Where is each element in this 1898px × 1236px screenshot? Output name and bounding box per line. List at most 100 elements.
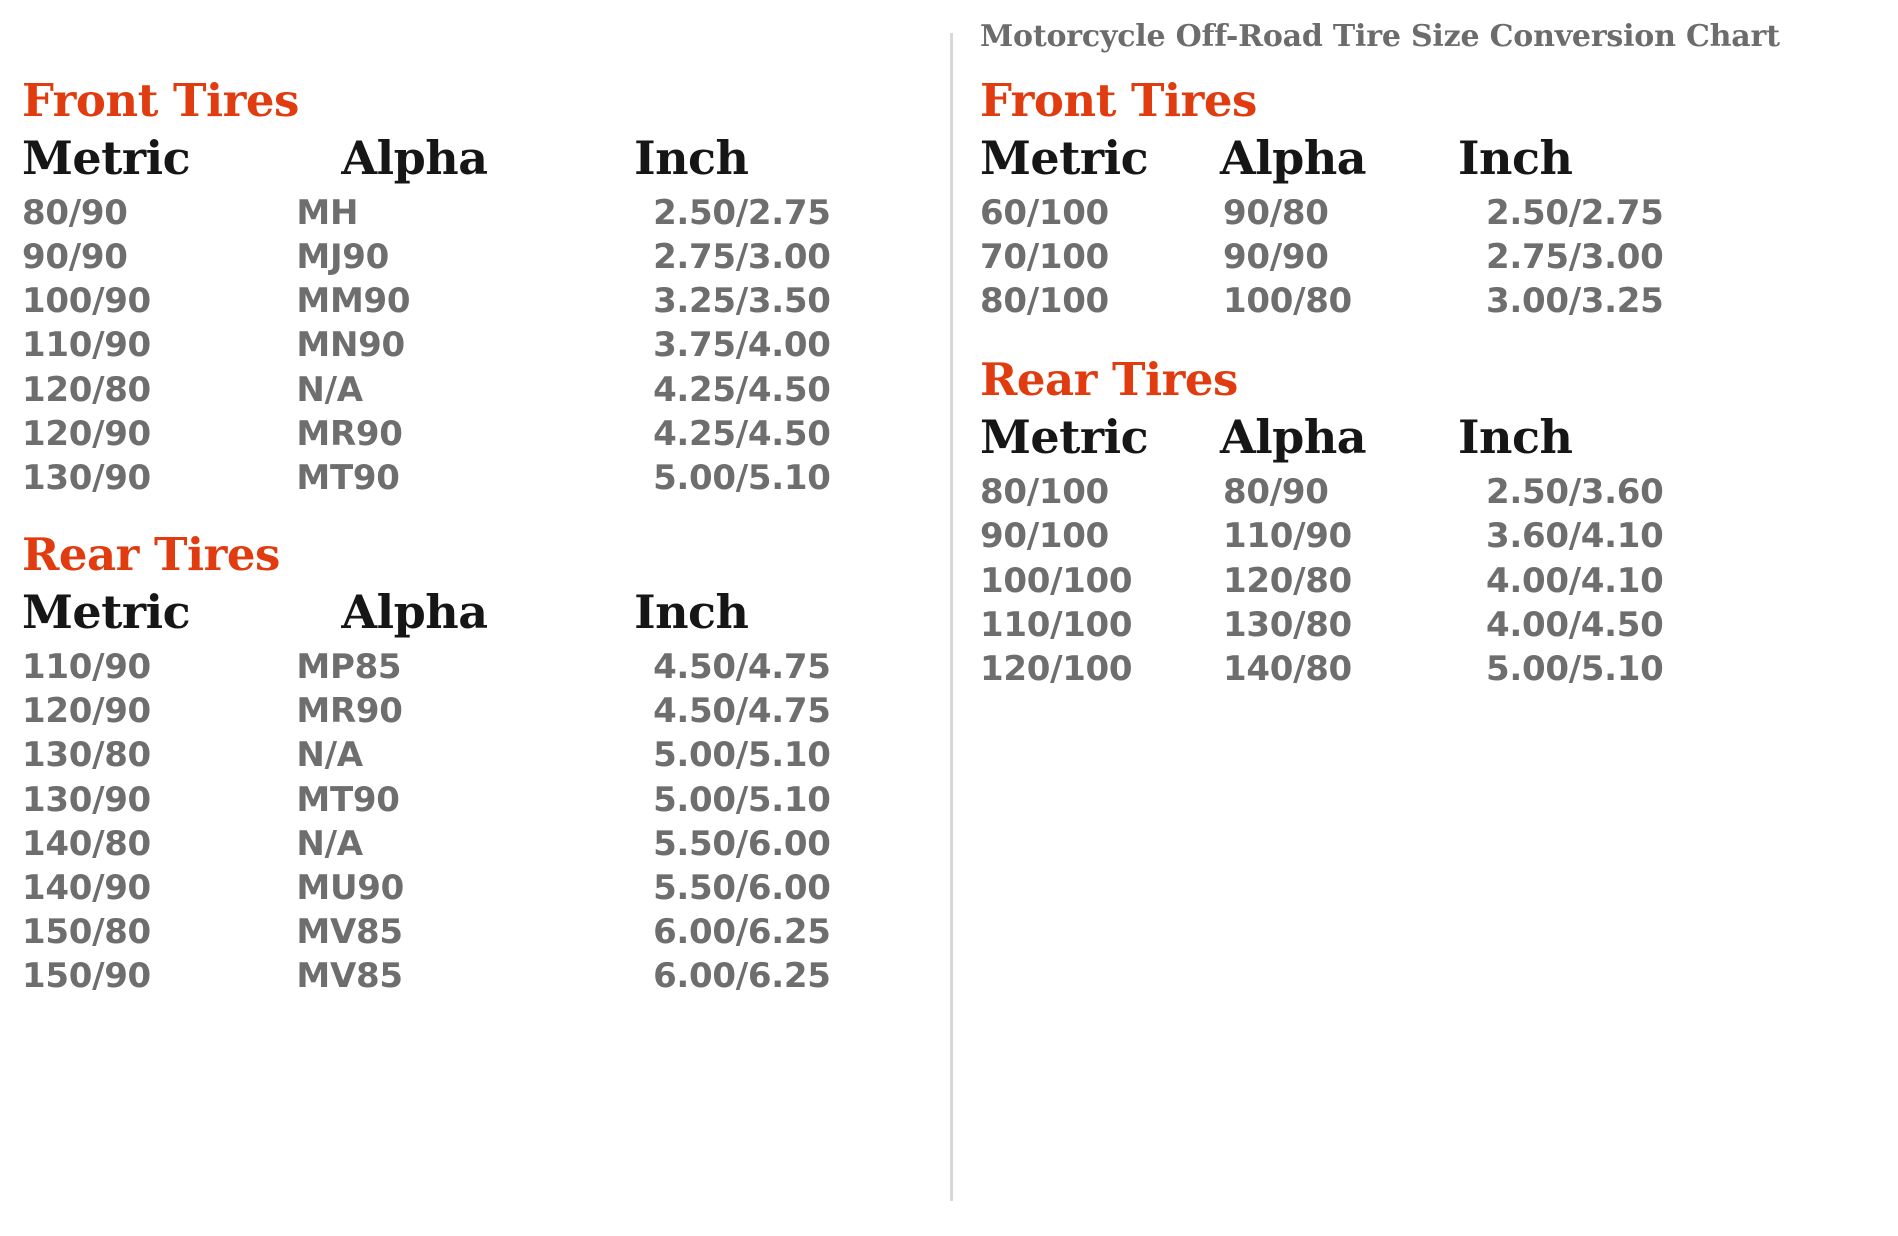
table-row: 120/90 MR90 4.50/4.75 xyxy=(22,689,950,733)
cell-inch: 3.75/4.00 xyxy=(653,325,831,366)
table-row: 90/100 110/90 3.60/4.10 xyxy=(980,514,1786,558)
cell-alpha: 90/90 xyxy=(1223,237,1329,278)
column-header-alpha: Alpha xyxy=(1220,410,1367,465)
right-front-tires-table-body: 60/100 90/80 2.50/2.75 70/100 90/90 2.75… xyxy=(980,191,1786,324)
left-rear-tires-section: Rear Tires Metric Alpha Inch 110/90 MP85… xyxy=(22,532,950,998)
cell-inch: 2.75/3.00 xyxy=(653,237,831,278)
cell-alpha: MT90 xyxy=(296,779,400,820)
cell-alpha: MU90 xyxy=(296,867,404,908)
table-row: 110/90 MN90 3.75/4.00 xyxy=(22,323,950,367)
cell-alpha: MM90 xyxy=(296,281,411,322)
cell-alpha: 140/80 xyxy=(1223,648,1352,689)
cell-inch: 5.00/5.10 xyxy=(1486,648,1664,689)
cell-alpha: N/A xyxy=(296,823,363,864)
column-header-alpha: Alpha xyxy=(1220,131,1367,185)
right-rear-tires-section: Rear Tires Metric Alpha Inch 80/100 80/9… xyxy=(980,357,1898,691)
cell-alpha: 100/80 xyxy=(1223,281,1352,322)
column-header-inch: Inch xyxy=(634,131,749,185)
cell-alpha: MP85 xyxy=(296,646,402,687)
column-divider xyxy=(950,33,953,1201)
right-rear-tires-table: Metric Alpha Inch 80/100 80/90 2.50/3.60… xyxy=(980,414,1786,691)
right-rear-tires-table-head: Metric Alpha Inch xyxy=(980,414,1786,470)
right-front-tires-table-head: Metric Alpha Inch xyxy=(980,131,1786,191)
cell-inch: 5.00/5.10 xyxy=(653,457,831,498)
table-row: 100/90 MM90 3.25/3.50 xyxy=(22,279,950,323)
cell-inch: 2.50/2.75 xyxy=(1486,192,1664,233)
right-front-tires-table: Metric Alpha Inch 60/100 90/80 2.50/2.75… xyxy=(980,131,1786,324)
table-row: 80/100 80/90 2.50/3.60 xyxy=(980,470,1786,514)
cell-metric: 130/90 xyxy=(22,457,151,498)
cell-inch: 3.00/3.25 xyxy=(1486,281,1664,322)
table-row: 100/100 120/80 4.00/4.10 xyxy=(980,559,1786,603)
cell-alpha: N/A xyxy=(296,735,363,776)
table-row: 130/90 MT90 5.00/5.10 xyxy=(22,456,950,500)
cell-metric: 80/90 xyxy=(22,192,128,233)
table-row: 140/80 N/A 5.50/6.00 xyxy=(22,822,950,866)
left-rear-tires-table-head: Metric Alpha Inch xyxy=(22,585,950,645)
cell-alpha: 120/80 xyxy=(1223,560,1352,601)
cell-metric: 150/80 xyxy=(22,912,151,953)
left-panel: Front Tires Metric Alpha Inch 80/90 MH 2… xyxy=(22,78,950,998)
cell-alpha: MV85 xyxy=(296,956,403,997)
cell-inch: 4.50/4.75 xyxy=(653,646,831,687)
left-front-tires-heading: Front Tires xyxy=(22,74,299,127)
cell-inch: 4.25/4.50 xyxy=(653,369,831,410)
cell-alpha: 110/90 xyxy=(1223,516,1352,557)
right-panel: Motorcycle Off-Road Tire Size Conversion… xyxy=(950,0,1898,1236)
cell-alpha: N/A xyxy=(296,369,363,410)
table-row: 60/100 90/80 2.50/2.75 xyxy=(980,191,1786,235)
left-rear-tires-table-body: 110/90 MP85 4.50/4.75 120/90 MR90 4.50/4… xyxy=(22,645,950,999)
column-header-alpha: Alpha xyxy=(341,585,488,640)
cell-metric: 90/90 xyxy=(22,237,128,278)
cell-inch: 4.50/4.75 xyxy=(653,691,831,732)
cell-alpha: MN90 xyxy=(296,325,405,366)
column-header-inch: Inch xyxy=(1458,410,1573,465)
cell-metric: 110/100 xyxy=(980,604,1133,645)
cell-inch: 2.50/3.60 xyxy=(1486,472,1664,513)
column-header-alpha: Alpha xyxy=(341,131,488,185)
cell-metric: 80/100 xyxy=(980,472,1109,513)
cell-metric: 110/90 xyxy=(22,646,151,687)
cell-alpha: MJ90 xyxy=(296,237,390,278)
cell-alpha: MV85 xyxy=(296,912,403,953)
cell-alpha: 80/90 xyxy=(1223,472,1329,513)
right-front-tires-heading: Front Tires xyxy=(980,74,1257,127)
cell-inch: 2.50/2.75 xyxy=(653,192,831,233)
cell-metric: 80/100 xyxy=(980,281,1109,322)
table-row: 120/80 N/A 4.25/4.50 xyxy=(22,368,950,412)
left-rear-tires-heading: Rear Tires xyxy=(22,528,280,582)
cell-metric: 140/80 xyxy=(22,823,151,864)
cell-alpha: MR90 xyxy=(296,413,403,454)
cell-inch: 3.25/3.50 xyxy=(653,281,831,322)
table-row: 130/90 MT90 5.00/5.10 xyxy=(22,778,950,822)
cell-inch: 3.60/4.10 xyxy=(1486,516,1664,557)
cell-alpha: 130/80 xyxy=(1223,604,1352,645)
table-row: 90/90 MJ90 2.75/3.00 xyxy=(22,235,950,279)
table-row: 80/100 100/80 3.00/3.25 xyxy=(980,279,1786,323)
cell-inch: 4.00/4.50 xyxy=(1486,604,1664,645)
cell-inch: 5.00/5.10 xyxy=(653,779,831,820)
table-header-row: Metric Alpha Inch xyxy=(22,131,950,191)
cell-metric: 130/90 xyxy=(22,779,151,820)
cell-inch: 5.50/6.00 xyxy=(653,823,831,864)
cell-metric: 100/100 xyxy=(980,560,1133,601)
cell-inch: 5.00/5.10 xyxy=(653,735,831,776)
cell-metric: 100/90 xyxy=(22,281,151,322)
cell-metric: 120/80 xyxy=(22,369,151,410)
column-header-inch: Inch xyxy=(1458,131,1573,185)
cell-inch: 4.25/4.50 xyxy=(653,413,831,454)
table-row: 150/80 MV85 6.00/6.25 xyxy=(22,910,950,954)
cell-inch: 6.00/6.25 xyxy=(653,956,831,997)
table-header-row: Metric Alpha Inch xyxy=(22,585,950,645)
table-row: 110/90 MP85 4.50/4.75 xyxy=(22,645,950,689)
table-row: 130/80 N/A 5.00/5.10 xyxy=(22,733,950,777)
table-header-row: Metric Alpha Inch xyxy=(980,131,1786,191)
right-rear-tires-table-body: 80/100 80/90 2.50/3.60 90/100 110/90 3.6… xyxy=(980,470,1786,691)
left-front-tires-section: Front Tires Metric Alpha Inch 80/90 MH 2… xyxy=(22,78,950,500)
cell-alpha: MH xyxy=(296,192,359,233)
cell-metric: 150/90 xyxy=(22,956,151,997)
cell-metric: 120/90 xyxy=(22,413,151,454)
right-front-tires-section: Front Tires Metric Alpha Inch 60/100 90/… xyxy=(980,78,1898,323)
table-row: 80/90 MH 2.50/2.75 xyxy=(22,191,950,235)
